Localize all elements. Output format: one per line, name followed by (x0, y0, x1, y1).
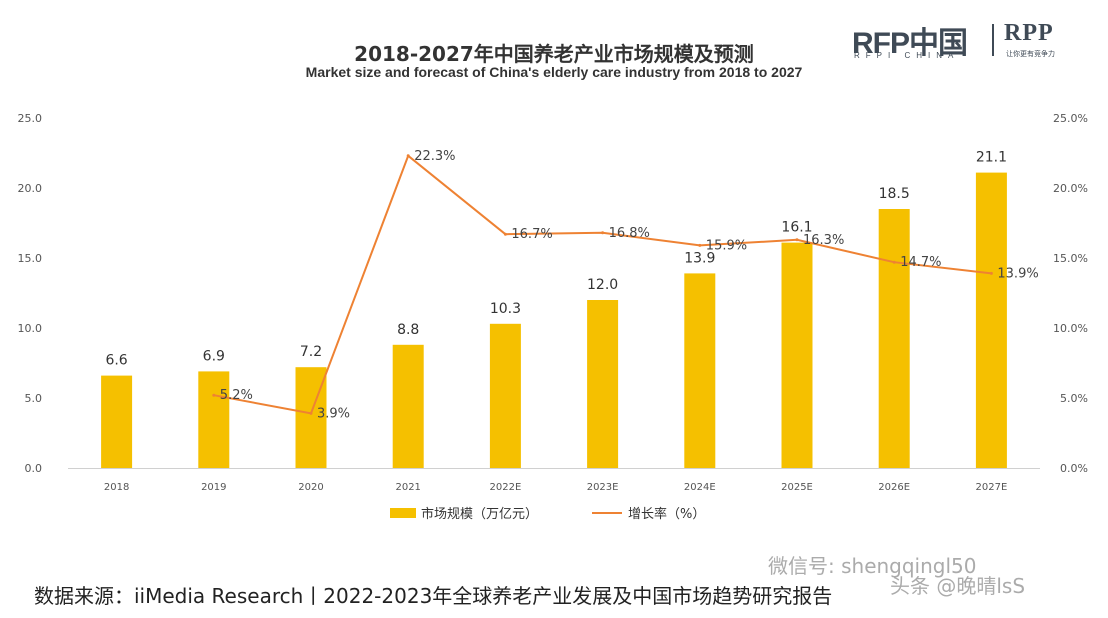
y-left-tick-label: 0.0 (25, 462, 43, 475)
chart-subtitle: Market size and forecast of China's elde… (305, 64, 803, 80)
bar (587, 300, 619, 468)
growth-rate-label: 16.7% (511, 227, 552, 242)
growth-rate-label: 16.3% (803, 233, 844, 248)
wechat-watermark: 微信号: shengqingl50 (768, 554, 977, 578)
growth-rate-label: 5.2% (220, 388, 253, 403)
y-left-tick-label: 15.0 (18, 252, 43, 265)
x-tick-label: 2023E (587, 482, 619, 493)
growth-rate-label: 14.7% (900, 255, 941, 270)
bar-value-label: 7.2 (300, 344, 322, 360)
growth-rate-label: 13.9% (997, 266, 1038, 281)
bar-value-label: 10.3 (490, 301, 521, 317)
toutiao-watermark: 头条 @晚晴lsS (890, 574, 1026, 598)
bar-value-label: 18.5 (879, 186, 910, 202)
bar-value-label: 8.8 (397, 322, 419, 338)
bar-value-label: 21.1 (976, 150, 1007, 166)
growth-rate-point (989, 271, 993, 275)
y-right-tick-label: 5.0% (1060, 392, 1088, 405)
bar-value-label: 16.1 (781, 220, 812, 236)
legend-line-label: 增长率（%） (628, 506, 705, 522)
x-tick-label: 2018 (104, 482, 129, 493)
growth-rate-label: 3.9% (317, 406, 350, 421)
y-right-tick-label: 20.0% (1053, 182, 1088, 195)
bar (198, 371, 230, 468)
bar (781, 242, 813, 468)
y-left-tick-label: 20.0 (18, 182, 43, 195)
logo-rfp-subtext: RFPI CHINA (854, 51, 960, 60)
y-left-tick-label: 5.0 (25, 392, 43, 405)
growth-rate-point (309, 411, 313, 415)
logo-rpp-subtext: 让你更有竞争力 (1006, 50, 1055, 58)
x-tick-label: 2026E (878, 482, 910, 493)
chart-title: 2018-2027年中国养老产业市场规模及预测 (354, 42, 754, 66)
bar-value-label: 13.9 (684, 250, 715, 266)
bar (975, 172, 1007, 468)
growth-rate-point (406, 154, 410, 158)
bar (878, 209, 910, 468)
y-right-tick-label: 15.0% (1053, 252, 1088, 265)
bar (684, 273, 716, 468)
x-tick-label: 2021 (395, 482, 420, 493)
bar-value-label: 12.0 (587, 277, 618, 293)
x-tick-label: 2020 (298, 482, 323, 493)
legend-bar-swatch (390, 508, 416, 518)
x-tick-label: 2027E (976, 482, 1008, 493)
bar (101, 375, 133, 468)
x-tick-label: 2022E (490, 482, 522, 493)
growth-rate-point (698, 243, 702, 247)
growth-rate-label: 16.8% (609, 226, 650, 241)
y-right-tick-label: 10.0% (1053, 322, 1088, 335)
growth-rate-label: 22.3% (414, 149, 455, 164)
growth-rate-point (601, 231, 605, 235)
bar (392, 344, 424, 468)
growth-rate-point (212, 393, 216, 397)
growth-rate-label: 15.9% (706, 238, 747, 253)
x-tick-label: 2019 (201, 482, 226, 493)
bar-value-label: 6.6 (105, 353, 127, 369)
brand-logo: RFP中国 RFPI CHINA RPP 让你更有竞争力 (852, 18, 1082, 62)
logo-divider (992, 24, 994, 56)
y-left-tick-label: 10.0 (18, 322, 43, 335)
x-tick-label: 2025E (781, 482, 813, 493)
y-right-tick-label: 0.0% (1060, 462, 1088, 475)
y-left-tick-label: 25.0 (18, 112, 43, 125)
bar-value-label: 6.9 (203, 348, 225, 364)
growth-rate-point (795, 238, 799, 242)
source-note: 数据来源：iiMedia Research丨2022-2023年全球养老产业发展… (34, 584, 833, 608)
x-tick-label: 2024E (684, 482, 716, 493)
legend-bar-label: 市场规模（万亿元） (421, 506, 538, 522)
growth-rate-point (892, 260, 896, 264)
logo-rfp-text: RFP中国 (852, 27, 968, 60)
bar (489, 323, 521, 468)
logo-rpp-text: RPP (1004, 20, 1054, 46)
growth-rate-point (503, 232, 507, 236)
y-right-tick-label: 25.0% (1053, 112, 1088, 125)
